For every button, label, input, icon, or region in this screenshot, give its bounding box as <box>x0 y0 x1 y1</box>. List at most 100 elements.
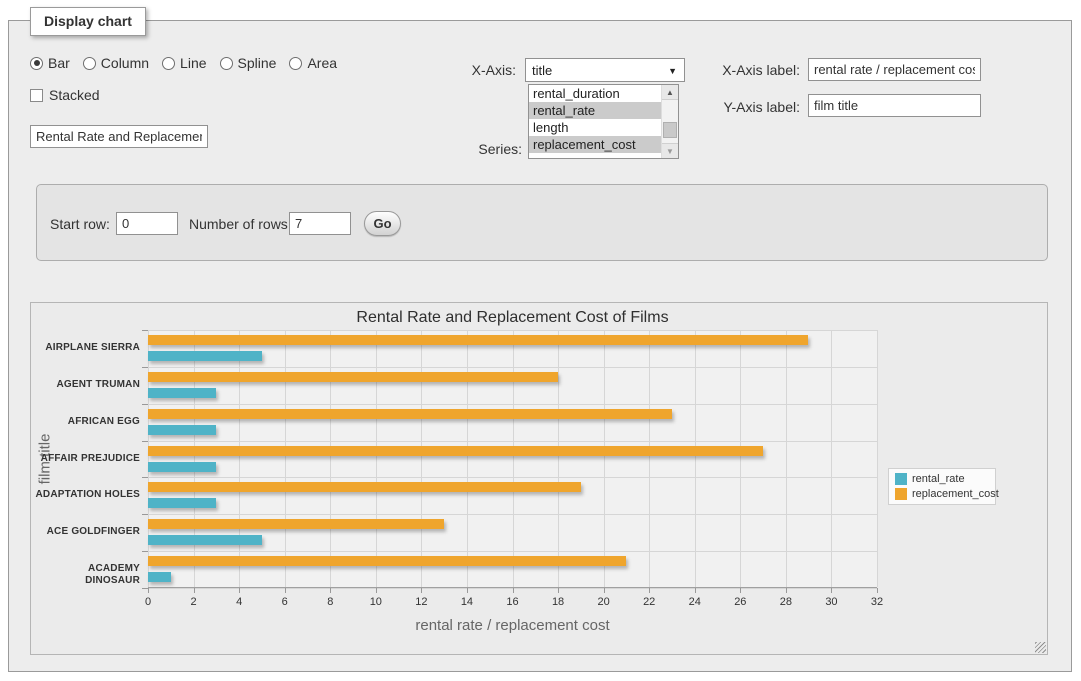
number-of-rows-label: Number of rows: <box>189 216 292 232</box>
legend-item-rental_rate[interactable]: rental_rate <box>895 473 989 485</box>
x-axis-caption-label: X-Axis label: <box>709 62 800 78</box>
display-chart-tab: Display chart <box>30 7 146 36</box>
radio-icon[interactable] <box>83 57 96 70</box>
bar-rental_rate-ace-goldfinger[interactable] <box>148 535 262 545</box>
x-axis-tick <box>376 588 377 593</box>
bar-rental_rate-affair-prejudice[interactable] <box>148 462 216 472</box>
x-axis-tick <box>239 588 240 593</box>
x-axis-tick <box>695 588 696 593</box>
stacked-checkbox[interactable] <box>30 89 43 102</box>
bar-replacement_cost-academy-dinosaur[interactable] <box>148 556 626 566</box>
horizontal-gridline <box>148 404 877 405</box>
vertical-gridline <box>740 330 741 587</box>
bar-rental_rate-adaptation-holes[interactable] <box>148 498 216 508</box>
bar-rental_rate-african-egg[interactable] <box>148 425 216 435</box>
chart-type-radio-bar[interactable]: Bar <box>30 55 70 71</box>
x-axis-tick <box>330 588 331 593</box>
y-axis-tick <box>142 477 148 478</box>
x-axis-select[interactable]: title ▼ <box>525 58 685 82</box>
x-axis-caption-input[interactable] <box>808 58 981 81</box>
y-axis-tick <box>142 367 148 368</box>
bar-rental_rate-airplane-sierra[interactable] <box>148 351 262 361</box>
x-tick-label: 12 <box>406 596 436 608</box>
x-axis-tick <box>604 588 605 593</box>
series-field-label: Series: <box>449 141 522 157</box>
x-axis-tick <box>421 588 422 593</box>
scrollbar-up-arrow-icon[interactable]: ▲ <box>662 85 678 100</box>
resize-handle-icon[interactable] <box>1035 642 1046 653</box>
x-axis-tick <box>513 588 514 593</box>
bar-replacement_cost-airplane-sierra[interactable] <box>148 335 808 345</box>
row-range-panel: Start row: Number of rows: Go <box>36 184 1048 261</box>
number-of-rows-input[interactable] <box>289 212 351 235</box>
category-label: AIRPLANE SIERRA <box>31 342 140 354</box>
x-axis-title: rental rate / replacement cost <box>148 617 877 634</box>
chart-title-input[interactable] <box>30 125 208 148</box>
x-tick-label: 24 <box>680 596 710 608</box>
bar-rental_rate-agent-truman[interactable] <box>148 388 216 398</box>
legend-label: rental_rate <box>912 473 965 485</box>
category-label: ADAPTATION HOLES <box>31 489 140 501</box>
bar-replacement_cost-adaptation-holes[interactable] <box>148 482 581 492</box>
series-option-length[interactable]: length <box>529 119 661 136</box>
category-label: AGENT TRUMAN <box>31 379 140 391</box>
series-multiselect[interactable]: rental_durationrental_ratelengthreplacem… <box>528 84 679 159</box>
vertical-gridline <box>239 330 240 587</box>
x-tick-label: 2 <box>179 596 209 608</box>
series-options: rental_durationrental_ratelengthreplacem… <box>529 85 661 158</box>
legend-swatch-icon <box>895 488 907 500</box>
scrollbar-down-arrow-icon[interactable]: ▼ <box>662 143 678 158</box>
radio-icon[interactable] <box>289 57 302 70</box>
series-option-rental_rate[interactable]: rental_rate <box>529 102 661 119</box>
x-axis-tick <box>285 588 286 593</box>
radio-icon[interactable] <box>30 57 43 70</box>
horizontal-gridline <box>148 514 877 515</box>
chart-type-radio-area[interactable]: Area <box>289 55 337 71</box>
vertical-gridline <box>831 330 832 587</box>
stacked-label: Stacked <box>49 87 100 103</box>
bar-replacement_cost-ace-goldfinger[interactable] <box>148 519 444 529</box>
vertical-gridline <box>786 330 787 587</box>
chart-type-label: Spline <box>238 55 277 71</box>
y-axis-caption-input[interactable] <box>808 94 981 117</box>
bar-replacement_cost-agent-truman[interactable] <box>148 372 558 382</box>
stacked-checkbox-row: Stacked <box>30 87 100 103</box>
start-row-label: Start row: <box>50 216 110 232</box>
chart-type-radio-spline[interactable]: Spline <box>220 55 277 71</box>
chart-type-label: Column <box>101 55 149 71</box>
radio-icon[interactable] <box>220 57 233 70</box>
series-option-replacement_cost[interactable]: replacement_cost <box>529 136 661 153</box>
go-button[interactable]: Go <box>364 211 401 236</box>
plot-area <box>148 330 877 588</box>
bar-replacement_cost-african-egg[interactable] <box>148 409 672 419</box>
series-scrollbar[interactable]: ▲ ▼ <box>661 85 678 158</box>
vertical-gridline <box>877 330 878 587</box>
start-row-input[interactable] <box>116 212 178 235</box>
bar-rental_rate-academy-dinosaur[interactable] <box>148 572 171 582</box>
chart-type-radio-line[interactable]: Line <box>162 55 206 71</box>
vertical-gridline <box>467 330 468 587</box>
x-axis-selected-value: title <box>532 63 552 78</box>
x-axis-tick <box>831 588 832 593</box>
chart-legend: rental_rate replacement_cost <box>888 468 996 505</box>
category-label: ACADEMY DINOSAUR <box>31 563 140 587</box>
vertical-gridline <box>194 330 195 587</box>
vertical-gridline <box>695 330 696 587</box>
legend-item-replacement_cost[interactable]: replacement_cost <box>895 488 989 500</box>
horizontal-gridline <box>148 477 877 478</box>
series-option-rental_duration[interactable]: rental_duration <box>529 85 661 102</box>
vertical-gridline <box>421 330 422 587</box>
y-axis-tick <box>142 551 148 552</box>
chart-type-radio-column[interactable]: Column <box>83 55 149 71</box>
x-axis-field-label: X-Axis: <box>439 62 516 78</box>
bar-replacement_cost-affair-prejudice[interactable] <box>148 446 763 456</box>
horizontal-gridline <box>148 330 877 331</box>
x-tick-label: 30 <box>816 596 846 608</box>
chevron-down-icon: ▼ <box>668 66 677 76</box>
scrollbar-thumb[interactable] <box>663 122 677 138</box>
chart-type-label: Bar <box>48 55 70 71</box>
legend-swatch-icon <box>895 473 907 485</box>
x-axis-tick <box>877 588 878 593</box>
x-tick-label: 8 <box>315 596 345 608</box>
radio-icon[interactable] <box>162 57 175 70</box>
